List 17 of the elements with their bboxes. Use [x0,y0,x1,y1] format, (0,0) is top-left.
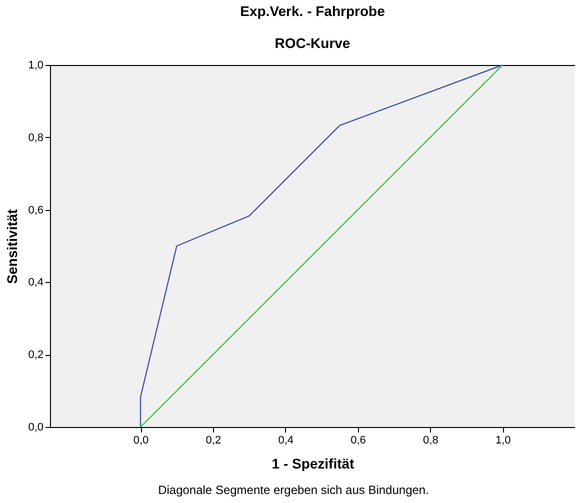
x-tick-label: 0,4 [278,434,294,446]
y-tick-label: 0,0 [28,422,44,434]
line-series [140,64,504,428]
x-tick-label: 1,0 [495,434,511,446]
y-tick-label: 0,6 [28,204,44,216]
y-tick-label: 0,8 [28,132,44,144]
chart-subtitle: ROC-Kurve [274,35,350,51]
y-tick-label: 0,4 [28,276,44,289]
y-tick-label: 1,0 [28,60,44,72]
x-tick-label: 0,8 [423,434,438,446]
x-tick-label: 0,0 [133,434,149,446]
text: Diagonale Segmente ergeben sich aus Bindungen. [157,483,430,497]
x-tick-label: 0,2 [206,434,222,446]
chart-title: Exp.Verk. - Fahrprobe [240,3,386,19]
y-tick-label: 0,2 [28,349,44,362]
x-tick-label: 0,6 [350,434,366,446]
y-axis-title: Sensitivität [4,208,20,284]
